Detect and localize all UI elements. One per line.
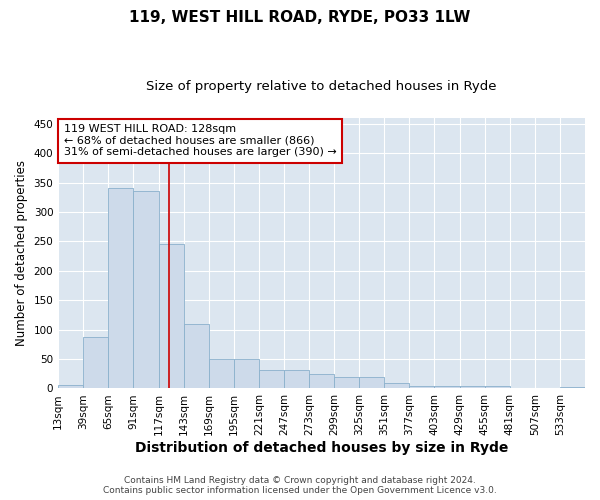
Text: 119, WEST HILL ROAD, RYDE, PO33 1LW: 119, WEST HILL ROAD, RYDE, PO33 1LW <box>130 10 470 25</box>
Bar <box>560 386 585 388</box>
Title: Size of property relative to detached houses in Ryde: Size of property relative to detached ho… <box>146 80 497 93</box>
Bar <box>359 376 385 388</box>
Y-axis label: Number of detached properties: Number of detached properties <box>15 160 28 346</box>
X-axis label: Distribution of detached houses by size in Ryde: Distribution of detached houses by size … <box>135 441 508 455</box>
Bar <box>460 386 485 388</box>
Bar <box>109 188 133 388</box>
Bar <box>309 374 334 388</box>
Text: Contains HM Land Registry data © Crown copyright and database right 2024.
Contai: Contains HM Land Registry data © Crown c… <box>103 476 497 495</box>
Bar <box>385 382 409 388</box>
Bar <box>259 370 284 388</box>
Bar <box>234 359 259 388</box>
Bar <box>58 385 83 388</box>
Bar <box>184 324 209 388</box>
Bar <box>83 336 109 388</box>
Bar <box>158 244 184 388</box>
Bar <box>434 386 460 388</box>
Bar <box>133 192 158 388</box>
Bar <box>409 386 434 388</box>
Bar <box>284 370 309 388</box>
Bar <box>209 359 234 388</box>
Bar <box>334 376 359 388</box>
Bar <box>485 386 510 388</box>
Text: 119 WEST HILL ROAD: 128sqm
← 68% of detached houses are smaller (866)
31% of sem: 119 WEST HILL ROAD: 128sqm ← 68% of deta… <box>64 124 337 158</box>
